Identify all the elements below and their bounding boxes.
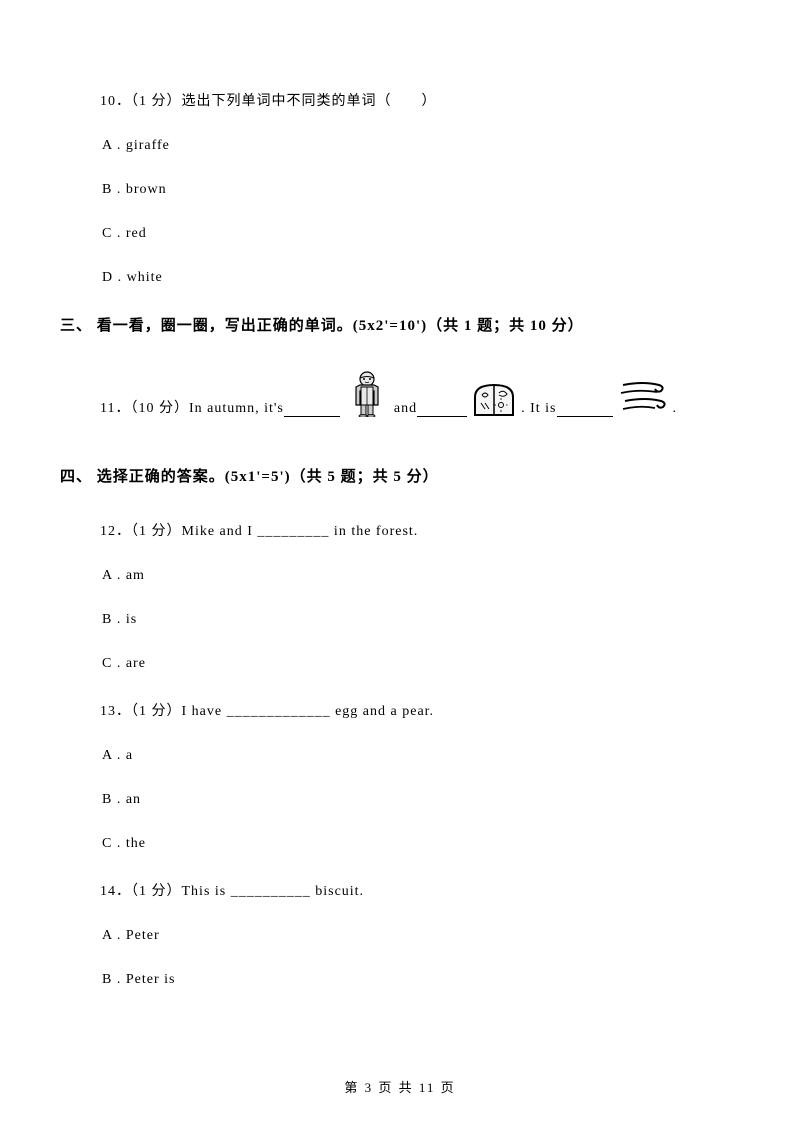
q14-prompt: 14．（1 分）This is __________ biscuit. bbox=[100, 880, 740, 900]
page-footer: 第 3 页 共 11 页 bbox=[0, 1077, 800, 1096]
q11-blank-2 bbox=[417, 403, 467, 417]
section-3-header: 三、 看一看，圈一圈，写出正确的单词。(5x2'=10')（共 1 题；共 10… bbox=[60, 314, 740, 335]
weather-window-icon bbox=[471, 381, 517, 417]
q10-option-d: D . white bbox=[100, 270, 740, 286]
q12-option-a: A . am bbox=[100, 568, 740, 584]
person-cool-icon bbox=[344, 369, 390, 417]
q13-option-c: C . the bbox=[100, 836, 740, 852]
wind-icon bbox=[617, 377, 669, 417]
q14-option-a: A . Peter bbox=[100, 928, 740, 944]
q12-option-c: C . are bbox=[100, 656, 740, 672]
section-4-header: 四、 选择正确的答案。(5x1'=5')（共 5 题；共 5 分） bbox=[60, 465, 740, 486]
q11-container: 11．（10 分）In autumn, it's and bbox=[100, 369, 740, 417]
q13-option-a: A . a bbox=[100, 748, 740, 764]
q14-option-b: B . Peter is bbox=[100, 972, 740, 988]
q11-period: . bbox=[673, 401, 678, 417]
q11-prefix: 11．（10 分）In autumn, it's bbox=[100, 397, 284, 417]
q11-itis: . It is bbox=[521, 401, 556, 417]
q12-prompt: 12．（1 分）Mike and I _________ in the fore… bbox=[100, 520, 740, 540]
q11-blank-3 bbox=[557, 403, 613, 417]
q11-and: and bbox=[394, 401, 417, 417]
q13-option-b: B . an bbox=[100, 792, 740, 808]
q13-prompt: 13．（1 分）I have _____________ egg and a p… bbox=[100, 700, 740, 720]
q10-option-a: A . giraffe bbox=[100, 138, 740, 154]
q10-prompt: 10．（1 分）选出下列单词中不同类的单词（ ） bbox=[100, 90, 740, 110]
q11-blank-1 bbox=[284, 403, 340, 417]
q12-option-b: B . is bbox=[100, 612, 740, 628]
q10-option-c: C . red bbox=[100, 226, 740, 242]
q10-option-b: B . brown bbox=[100, 182, 740, 198]
